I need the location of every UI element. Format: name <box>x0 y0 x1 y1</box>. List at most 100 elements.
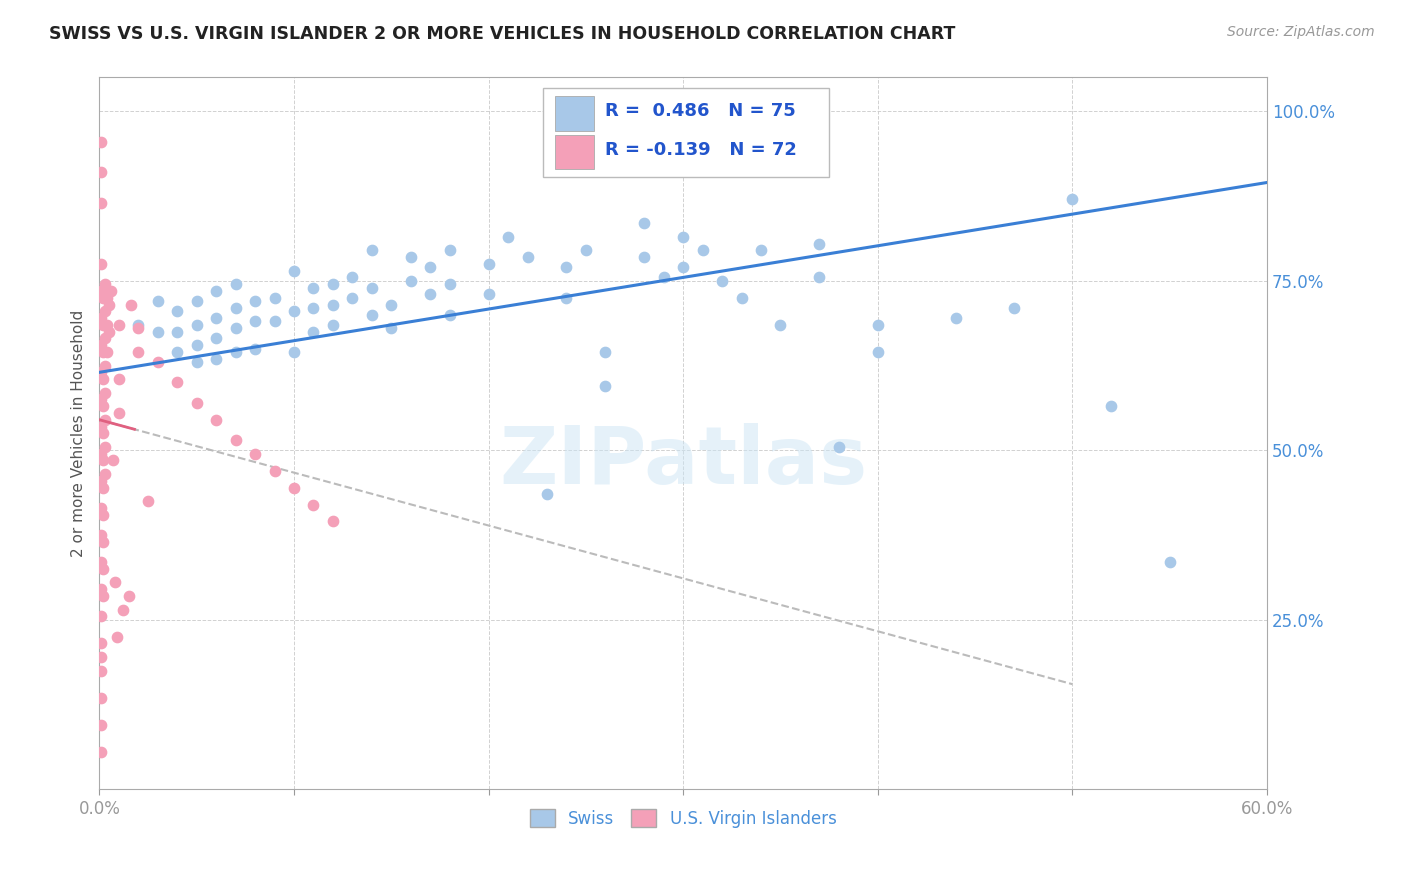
Point <box>98 297 121 311</box>
Text: Source: ZipAtlas.com: Source: ZipAtlas.com <box>1227 25 1375 39</box>
Point <box>91 372 114 386</box>
FancyBboxPatch shape <box>555 96 595 130</box>
Point <box>91 399 114 413</box>
Point <box>1062 193 1084 207</box>
Point <box>595 379 617 393</box>
Point <box>1002 301 1025 315</box>
Point <box>108 406 131 420</box>
Point <box>90 500 112 515</box>
Point <box>90 311 112 326</box>
Point <box>127 318 149 332</box>
Point <box>555 291 578 305</box>
Point <box>342 291 364 305</box>
Point <box>120 297 142 311</box>
Point <box>90 555 112 569</box>
Point <box>711 274 734 288</box>
Point <box>263 291 285 305</box>
Point <box>205 331 228 345</box>
Point <box>205 413 228 427</box>
Point <box>439 308 461 322</box>
Point <box>730 291 752 305</box>
Point <box>322 297 344 311</box>
Point <box>104 575 127 590</box>
Point <box>166 304 188 318</box>
Point <box>90 650 112 665</box>
Point <box>91 453 114 467</box>
Point <box>478 257 501 271</box>
Point <box>652 270 675 285</box>
Point <box>101 453 124 467</box>
Point <box>322 277 344 292</box>
Point <box>555 260 578 275</box>
Point <box>808 270 831 285</box>
Point <box>90 135 112 149</box>
Point <box>243 294 266 309</box>
Point <box>205 311 228 326</box>
Point <box>90 257 112 271</box>
Point <box>94 331 117 345</box>
Point <box>91 481 114 495</box>
Point <box>90 338 112 352</box>
Point <box>90 718 112 732</box>
Point <box>91 508 114 522</box>
Point <box>146 355 169 369</box>
Point <box>283 304 305 318</box>
Point <box>94 277 117 292</box>
Point <box>90 392 112 407</box>
Point <box>633 250 655 264</box>
Point <box>90 474 112 488</box>
Point <box>808 236 831 251</box>
Point <box>96 291 118 305</box>
Point <box>136 494 159 508</box>
Point <box>90 365 112 379</box>
Point <box>205 351 228 366</box>
Point <box>90 284 112 298</box>
Point <box>90 582 112 597</box>
Point <box>91 562 114 576</box>
Point <box>94 440 117 454</box>
Point <box>91 426 114 441</box>
FancyBboxPatch shape <box>543 88 830 178</box>
Point <box>225 321 247 335</box>
Point <box>225 301 247 315</box>
Point <box>90 195 112 210</box>
Point <box>98 325 121 339</box>
Point <box>186 318 208 332</box>
Point <box>90 419 112 434</box>
Point <box>90 165 112 179</box>
Point <box>866 318 889 332</box>
Point <box>166 345 188 359</box>
Y-axis label: 2 or more Vehicles in Household: 2 or more Vehicles in Household <box>72 310 86 557</box>
Point <box>380 297 402 311</box>
Point <box>302 498 325 512</box>
Point <box>360 244 382 258</box>
Point <box>91 291 114 305</box>
Point <box>263 314 285 328</box>
Point <box>633 216 655 230</box>
Point <box>90 690 112 705</box>
Point <box>283 481 305 495</box>
Text: R = -0.139   N = 72: R = -0.139 N = 72 <box>605 141 797 159</box>
Point <box>90 636 112 650</box>
Text: R =  0.486   N = 75: R = 0.486 N = 75 <box>605 103 796 120</box>
Point <box>225 433 247 447</box>
Point <box>516 250 538 264</box>
Point <box>96 318 118 332</box>
Point <box>91 534 114 549</box>
Point <box>186 338 208 352</box>
Point <box>90 664 112 678</box>
Point <box>342 270 364 285</box>
Point <box>117 589 139 603</box>
Point <box>749 244 772 258</box>
Point <box>146 294 169 309</box>
Point <box>1099 399 1122 413</box>
Point <box>127 345 149 359</box>
Point <box>146 325 169 339</box>
Text: ZIPatlas: ZIPatlas <box>499 423 868 500</box>
Point <box>399 250 422 264</box>
Point <box>439 277 461 292</box>
Point <box>90 447 112 461</box>
Text: SWISS VS U.S. VIRGIN ISLANDER 2 OR MORE VEHICLES IN HOUSEHOLD CORRELATION CHART: SWISS VS U.S. VIRGIN ISLANDER 2 OR MORE … <box>49 25 956 43</box>
Point <box>108 318 131 332</box>
Point <box>866 345 889 359</box>
